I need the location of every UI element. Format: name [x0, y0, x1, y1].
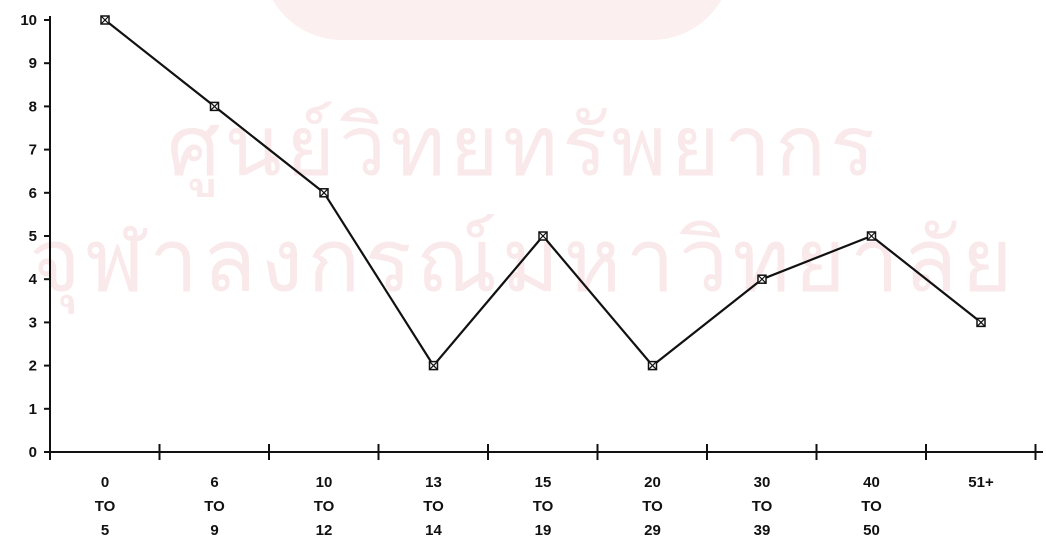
x-tick-label: 10 TO 12: [314, 474, 335, 539]
x-tick-label: 40 TO 50: [861, 474, 882, 539]
x-tick-label-line: 51+: [968, 474, 994, 491]
x-tick-label-line: 14: [425, 522, 442, 539]
x-tick-label: 0 TO 5: [95, 474, 116, 539]
chart-series: [100, 15, 986, 371]
x-tick-label-line: 40: [863, 474, 880, 491]
x-tick-label-line: 5: [101, 522, 109, 539]
x-tick-label-line: TO: [204, 498, 225, 515]
x-tick-label-line: 39: [754, 522, 771, 539]
x-tick-label: 13 TO 14: [423, 474, 444, 539]
data-point-cross: [538, 231, 548, 241]
x-tick-label-line: 12: [316, 522, 333, 539]
data-point: [976, 317, 986, 328]
y-tick-label: 10: [20, 12, 37, 29]
data-point-cross: [210, 101, 219, 111]
x-tick-label-line: 0: [101, 474, 109, 491]
data-point: [757, 274, 767, 284]
x-tick-label-line: 20: [644, 474, 661, 491]
x-tick-label: 20 TO 29: [642, 474, 663, 539]
x-tick-label-line: 10: [316, 474, 333, 491]
x-tick-label-line: TO: [642, 498, 663, 515]
y-tick-label: 6: [29, 185, 37, 202]
y-tick-label: 0: [29, 444, 37, 461]
x-tick-label-line: TO: [423, 498, 444, 515]
x-tick-label-line: TO: [314, 498, 335, 515]
x-tick-label-line: 9: [210, 522, 218, 539]
x-tick-label-line: 15: [535, 474, 552, 491]
data-point-cross: [100, 15, 110, 25]
x-tick-label-line: 6: [210, 474, 218, 491]
chart-axes: [44, 16, 1043, 460]
data-point-cross: [976, 317, 986, 327]
x-tick-label-line: 50: [863, 522, 880, 539]
x-tick-label-line: TO: [533, 498, 554, 515]
data-point: [209, 101, 220, 112]
y-tick-label: 8: [29, 98, 37, 115]
y-tick-label: 9: [29, 55, 37, 72]
y-tick-label: 7: [29, 142, 37, 159]
data-point: [100, 15, 110, 25]
data-point-cross: [757, 274, 767, 284]
x-tick-label-line: TO: [95, 498, 116, 515]
y-tick-label: 5: [29, 228, 37, 245]
y-tick-label: 2: [29, 358, 37, 375]
x-tick-label-line: TO: [861, 498, 882, 515]
data-point: [866, 231, 877, 241]
y-tick-label: 4: [29, 271, 38, 288]
y-tick-label: 1: [29, 401, 37, 418]
data-point: [647, 360, 658, 371]
data-point: [428, 360, 439, 371]
x-tick-label: 15 TO 19: [533, 474, 554, 539]
series-line: [104, 19, 982, 367]
data-point: [538, 231, 548, 241]
data-point: [319, 188, 329, 198]
x-tick-label: 51+: [968, 474, 994, 491]
data-point-cross: [319, 188, 329, 198]
data-point-cross: [648, 361, 657, 371]
y-tick-label: 3: [29, 314, 37, 331]
x-tick-label: 30 TO 39: [752, 474, 773, 539]
data-point-cross: [429, 361, 438, 371]
x-tick-label-line: TO: [752, 498, 773, 515]
x-tick-label: 6 TO 9: [204, 474, 225, 539]
x-tick-label-line: 29: [644, 522, 661, 539]
x-tick-label-line: 30: [754, 474, 771, 491]
x-tick-label-line: 19: [535, 522, 552, 539]
x-tick-label-line: 13: [425, 474, 442, 491]
data-point-cross: [867, 231, 876, 241]
